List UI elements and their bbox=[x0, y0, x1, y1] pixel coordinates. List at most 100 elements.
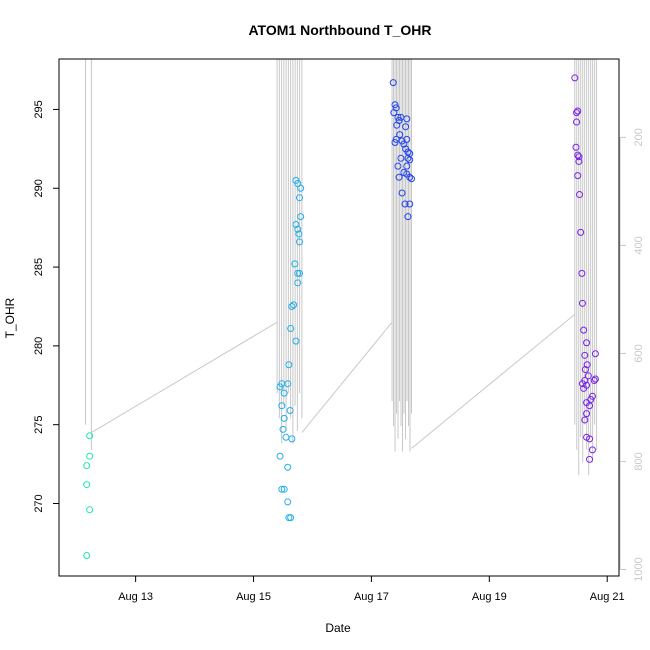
data-point-3-11 bbox=[578, 269, 586, 277]
data-point-2-10 bbox=[396, 131, 404, 139]
y-axis-label: T_OHR bbox=[3, 297, 17, 338]
data-point-3-31 bbox=[583, 410, 591, 418]
y2-tick-label: 600 bbox=[633, 344, 645, 362]
data-point-3-16 bbox=[581, 366, 589, 374]
y2-tick-label: 400 bbox=[633, 236, 645, 254]
data-point-1-11 bbox=[284, 463, 292, 471]
data-point-1-30 bbox=[297, 213, 305, 221]
data-point-1-12 bbox=[278, 485, 286, 493]
y-tick-label: 270 bbox=[33, 494, 45, 512]
data-point-3-13 bbox=[580, 326, 588, 334]
data-point-3-33 bbox=[586, 435, 594, 443]
data-point-3-4 bbox=[572, 143, 580, 151]
data-point-2-32 bbox=[404, 213, 412, 221]
data-point-3-26 bbox=[588, 392, 596, 400]
data-point-3-22 bbox=[578, 380, 586, 388]
data-point-3-12 bbox=[578, 299, 586, 307]
data-point-1-17 bbox=[285, 361, 293, 369]
y-axis: 270 275 280 285 290 295 bbox=[33, 100, 59, 513]
y-tick-label: 285 bbox=[33, 258, 45, 276]
x-tick-label: Aug 17 bbox=[354, 591, 389, 603]
data-point-3-6 bbox=[575, 153, 583, 161]
x-tick-label: Aug 19 bbox=[472, 591, 507, 603]
data-point-2-3 bbox=[390, 109, 398, 117]
data-point-2-7 bbox=[393, 121, 401, 129]
data-point-3-1 bbox=[573, 109, 581, 117]
data-point-1-20 bbox=[290, 301, 298, 309]
data-point-2-21 bbox=[397, 154, 405, 162]
grey-line-series bbox=[85, 59, 598, 476]
y-tick-label: 290 bbox=[33, 179, 45, 197]
data-point-1-24 bbox=[296, 269, 304, 277]
point-series bbox=[83, 74, 599, 560]
data-point-1-3 bbox=[284, 380, 292, 388]
data-point-3-34 bbox=[588, 446, 596, 454]
data-point-0-5 bbox=[86, 506, 94, 514]
data-point-3-7 bbox=[575, 157, 583, 165]
data-point-1-18 bbox=[287, 325, 295, 333]
x-tick-label: Aug 13 bbox=[118, 591, 153, 603]
data-point-1-14 bbox=[284, 498, 292, 506]
x-axis: Aug 13 Aug 15 Aug 17 Aug 19 Aug 21 bbox=[118, 576, 625, 603]
data-point-1-5 bbox=[280, 414, 288, 422]
x-axis-label: Date bbox=[325, 621, 351, 635]
data-point-0-4 bbox=[86, 452, 94, 460]
data-point-2-26 bbox=[406, 173, 414, 181]
data-point-1-33 bbox=[297, 184, 305, 192]
data-point-1-22 bbox=[291, 260, 299, 268]
data-point-1-16 bbox=[287, 514, 295, 522]
data-point-3-9 bbox=[576, 191, 584, 199]
data-point-3-0 bbox=[571, 74, 579, 82]
data-point-3-3 bbox=[573, 118, 581, 126]
data-point-3-30 bbox=[581, 416, 589, 424]
data-point-3-2 bbox=[574, 107, 582, 115]
data-point-0-2 bbox=[83, 552, 91, 560]
y2-tick-label: 800 bbox=[633, 452, 645, 470]
data-point-0-1 bbox=[83, 481, 91, 489]
y2-tick-label: 1000 bbox=[633, 557, 645, 581]
grey-connector-2 bbox=[411, 313, 576, 449]
data-point-3-17 bbox=[583, 361, 591, 369]
data-point-3-8 bbox=[574, 172, 582, 180]
data-point-2-1 bbox=[391, 101, 399, 109]
data-point-2-12 bbox=[391, 139, 399, 147]
y2-tick-label: 200 bbox=[633, 128, 645, 146]
data-point-1-19 bbox=[288, 302, 296, 310]
data-point-1-29 bbox=[296, 238, 304, 246]
data-point-1-21 bbox=[292, 337, 300, 345]
data-point-1-27 bbox=[294, 225, 302, 233]
data-point-1-2 bbox=[280, 389, 288, 397]
data-point-1-6 bbox=[286, 406, 294, 414]
data-point-3-35 bbox=[586, 455, 594, 463]
data-point-3-25 bbox=[586, 402, 594, 410]
data-point-2-28 bbox=[395, 173, 403, 181]
data-point-1-34 bbox=[296, 194, 304, 202]
data-point-3-14 bbox=[581, 351, 589, 359]
data-point-3-5 bbox=[574, 151, 582, 159]
data-point-2-23 bbox=[403, 162, 411, 170]
data-point-1-4 bbox=[278, 402, 286, 410]
data-point-3-28 bbox=[591, 375, 599, 383]
data-point-2-15 bbox=[403, 135, 411, 143]
plot-frame bbox=[58, 58, 620, 577]
y-tick-label: 280 bbox=[33, 337, 45, 355]
x-tick-label: Aug 15 bbox=[236, 591, 271, 603]
data-point-3-29 bbox=[591, 350, 599, 358]
data-point-1-25 bbox=[294, 279, 302, 287]
y-tick-label: 295 bbox=[33, 100, 45, 118]
x-tick-label: Aug 21 bbox=[590, 591, 625, 603]
data-point-2-8 bbox=[403, 115, 411, 123]
data-point-3-18 bbox=[584, 372, 592, 380]
secondary-y-axis: 200 400 600 800 1000 bbox=[619, 128, 645, 582]
data-point-2-31 bbox=[406, 200, 414, 208]
data-point-1-10 bbox=[276, 452, 284, 460]
data-point-1-8 bbox=[279, 425, 287, 433]
data-point-2-22 bbox=[394, 162, 402, 170]
data-point-3-10 bbox=[577, 228, 585, 236]
data-point-1-13 bbox=[280, 485, 288, 493]
y-tick-label: 275 bbox=[33, 416, 45, 434]
data-point-0-3 bbox=[86, 432, 94, 440]
data-point-2-4 bbox=[394, 113, 402, 121]
data-point-2-20 bbox=[406, 156, 414, 164]
